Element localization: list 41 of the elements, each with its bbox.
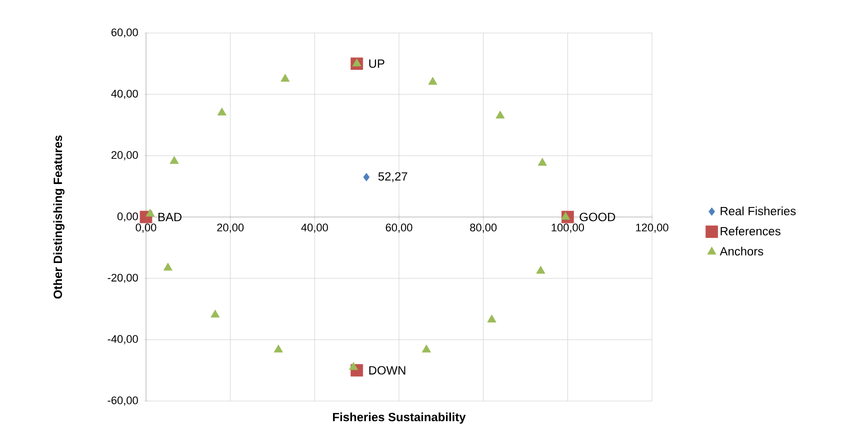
point: [536, 266, 546, 274]
point: [422, 344, 431, 352]
x-tick-label: 120,00: [636, 224, 668, 233]
point: [280, 74, 290, 82]
y-tick-label: 40,00: [111, 90, 138, 99]
point: [274, 344, 283, 352]
point: [428, 76, 438, 85]
point: [146, 208, 155, 217]
annotation: GOOD: [580, 212, 616, 222]
point: [561, 212, 570, 220]
annotation: DOWN: [369, 366, 406, 375]
x-tick-label: 100,00: [552, 224, 584, 233]
annotation: 52,27: [378, 172, 408, 182]
y-tick-label: 20,00: [111, 151, 138, 160]
y-tick-label: 0,00: [117, 212, 138, 222]
annotation: BAD: [158, 212, 182, 222]
point: [170, 156, 179, 164]
point: [487, 314, 496, 322]
point: [210, 310, 220, 318]
point: [348, 362, 358, 370]
legend-label: Anchors: [720, 246, 764, 256]
x-tick-label: 80,00: [470, 224, 497, 233]
point: [496, 110, 505, 118]
annotation: UP: [369, 60, 384, 68]
y-tick-label: -40,00: [108, 335, 138, 344]
x-tick-label: 20,00: [217, 224, 244, 233]
y-tick-label: 60,00: [112, 28, 138, 38]
x-tick-label: 40,00: [301, 224, 328, 233]
point: [363, 172, 370, 182]
point: [538, 158, 547, 166]
y-tick-label: -20,00: [108, 274, 138, 283]
point: [352, 58, 362, 66]
legend-label: Real Fisheries: [720, 206, 796, 216]
x-tick-label: 60,00: [386, 224, 412, 233]
x-axis-title: Fisheries Sustainability: [333, 412, 466, 424]
x-tick-label: 0,00: [136, 224, 156, 233]
point: [217, 108, 226, 116]
legend-label: References: [720, 226, 780, 236]
y-tick-label: -60,00: [108, 396, 138, 406]
point: [163, 262, 172, 271]
y-axis-title: Other Distingishing Features: [53, 135, 64, 299]
